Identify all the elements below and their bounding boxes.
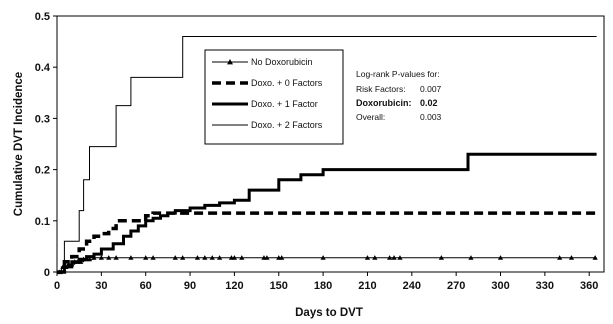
x-tick-label: 360 (580, 280, 598, 292)
x-axis-title: Days to DVT (295, 307, 363, 319)
series-marker (264, 255, 270, 260)
series-marker (217, 255, 223, 260)
x-tick-label: 150 (270, 280, 288, 292)
x-tick-label: 210 (358, 280, 376, 292)
annotation-label: Risk Factors: (356, 84, 406, 94)
x-tick-label: 120 (225, 280, 243, 292)
legend-label: Doxo. + 0 Factors (251, 78, 323, 88)
x-tick-label: 60 (140, 280, 152, 292)
series-marker (568, 255, 575, 260)
x-tick-label: 330 (536, 280, 554, 292)
series-marker (592, 255, 598, 260)
series-marker (194, 255, 201, 260)
series-marker (279, 255, 285, 260)
annotation-label: Doxorubicin: (356, 98, 412, 108)
y-tick-label: 0.3 (35, 113, 50, 125)
series-marker (180, 255, 186, 260)
logrank-annotation: Log-rank P-values for: Risk Factors: 0.007… (356, 69, 442, 122)
series-marker (557, 255, 563, 260)
series-marker (387, 255, 393, 260)
x-tick-label: 0 (54, 280, 60, 292)
axis-ticks: 0 30 60 90 120 150 180 210 240 270 300 330 360 0 0.1 0.… (35, 11, 599, 292)
series-line-2 (57, 152, 597, 274)
legend-label: No Doxorubicin (251, 57, 313, 67)
legend: No Doxorubicin Doxo. + 0 Factors Doxo. + 1… (204, 49, 344, 145)
series-marker (150, 255, 156, 260)
annotation-value: 0.007 (420, 84, 442, 94)
series-marker (128, 255, 134, 260)
series-marker (320, 255, 326, 260)
legend-label: Doxo. + 2 Factors (251, 120, 323, 130)
plot-frame (56, 15, 605, 273)
series-line-1 (57, 211, 597, 274)
y-tick-label: 0 (44, 267, 50, 279)
x-tick-label: 240 (403, 280, 421, 292)
series-line-3 (57, 36, 597, 273)
y-tick-label: 0.1 (35, 216, 50, 228)
x-tick-label: 90 (184, 280, 196, 292)
y-tick-label: 0.5 (35, 11, 50, 23)
series-line-0 (57, 257, 597, 273)
series-marker (86, 256, 93, 262)
series-marker (106, 255, 112, 260)
series-marker (113, 255, 119, 260)
series-marker (172, 255, 178, 260)
series-marker (497, 255, 504, 260)
annotation-heading: Log-rank P-values for: (356, 69, 440, 79)
x-tick-label: 180 (314, 280, 332, 292)
annotation-value: 0.02 (420, 98, 438, 108)
y-tick-label: 0.2 (35, 165, 50, 177)
x-tick-label: 30 (95, 280, 107, 292)
series-marker (372, 255, 378, 260)
series-marker (227, 59, 233, 65)
series-marker (209, 255, 215, 260)
annotation-label: Overall: (356, 112, 385, 122)
series-marker (231, 255, 238, 260)
legend-label: Doxo. + 1 Factor (251, 99, 318, 109)
y-axis-title: Cumulative DVT Incidence (13, 72, 25, 216)
annotation-value: 0.003 (420, 112, 442, 122)
series-marker (397, 255, 403, 260)
series-marker (143, 255, 149, 260)
y-tick-label: 0.4 (35, 62, 51, 74)
series-marker (391, 255, 397, 260)
x-tick-label: 270 (447, 280, 465, 292)
series-marker (202, 255, 208, 260)
series-marker (438, 255, 444, 260)
series-marker (364, 255, 371, 260)
series-marker (98, 255, 104, 260)
x-tick-label: 300 (491, 280, 509, 292)
series-marker (468, 255, 474, 260)
chart-series (57, 36, 598, 275)
series-marker (239, 255, 245, 260)
legend-box (204, 49, 344, 145)
